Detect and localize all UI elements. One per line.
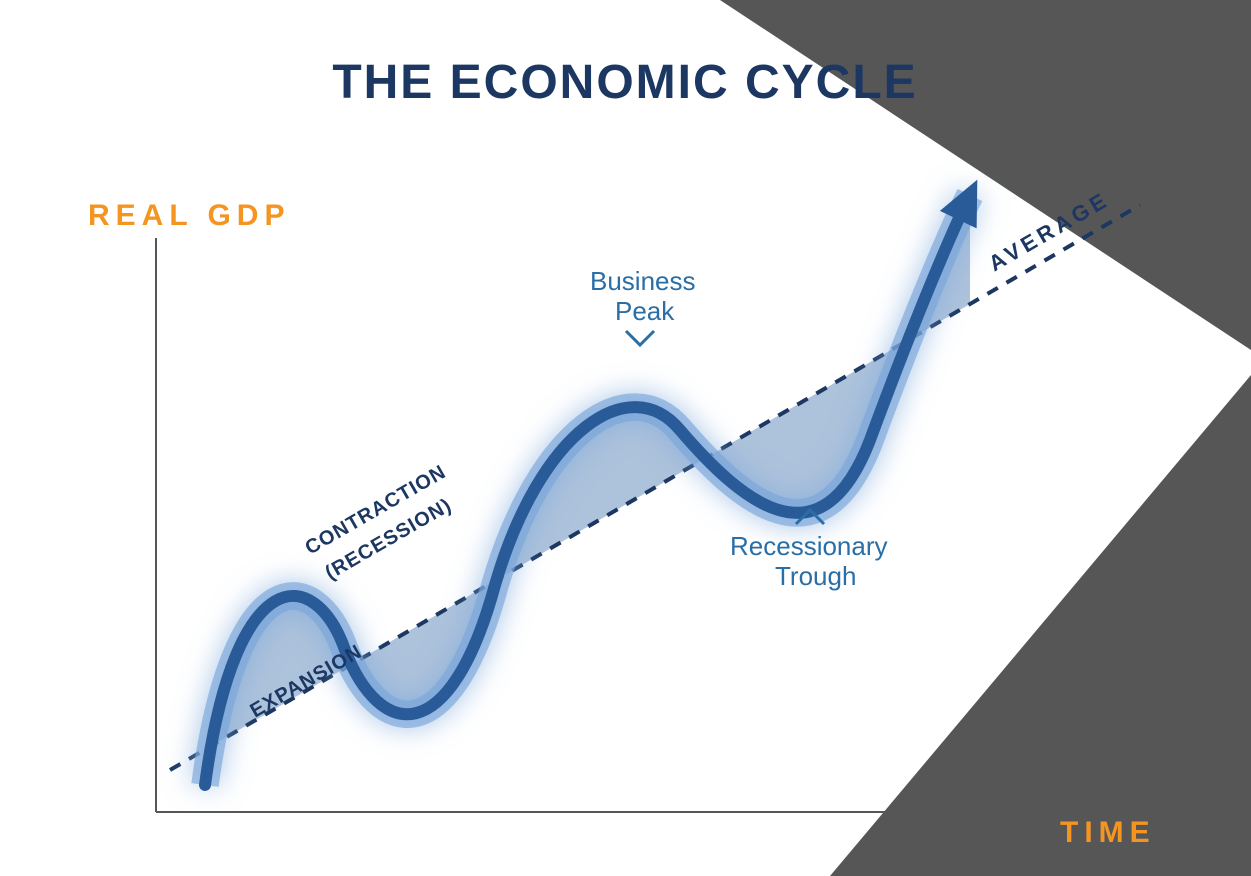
y-axis-label: REAL GDP [88,199,290,232]
diagram-title: THE ECONOMIC CYCLE [332,56,917,109]
economic-cycle-diagram: THE ECONOMIC CYCLE REAL GDP TIME AVERAGE… [0,0,1251,876]
label-recessionary-trough-2: Trough [775,561,856,591]
diagram-svg: THE ECONOMIC CYCLE REAL GDP TIME AVERAGE… [0,0,1251,876]
background-triangle-lower [830,375,1251,876]
label-recessionary-trough-1: Recessionary [730,531,888,561]
caret-peak-icon [626,331,654,345]
label-business-peak-2: Peak [615,296,675,326]
background-triangle-upper [720,0,1251,350]
label-business-peak-1: Business [590,266,696,296]
x-axis-label: TIME [1060,816,1156,849]
